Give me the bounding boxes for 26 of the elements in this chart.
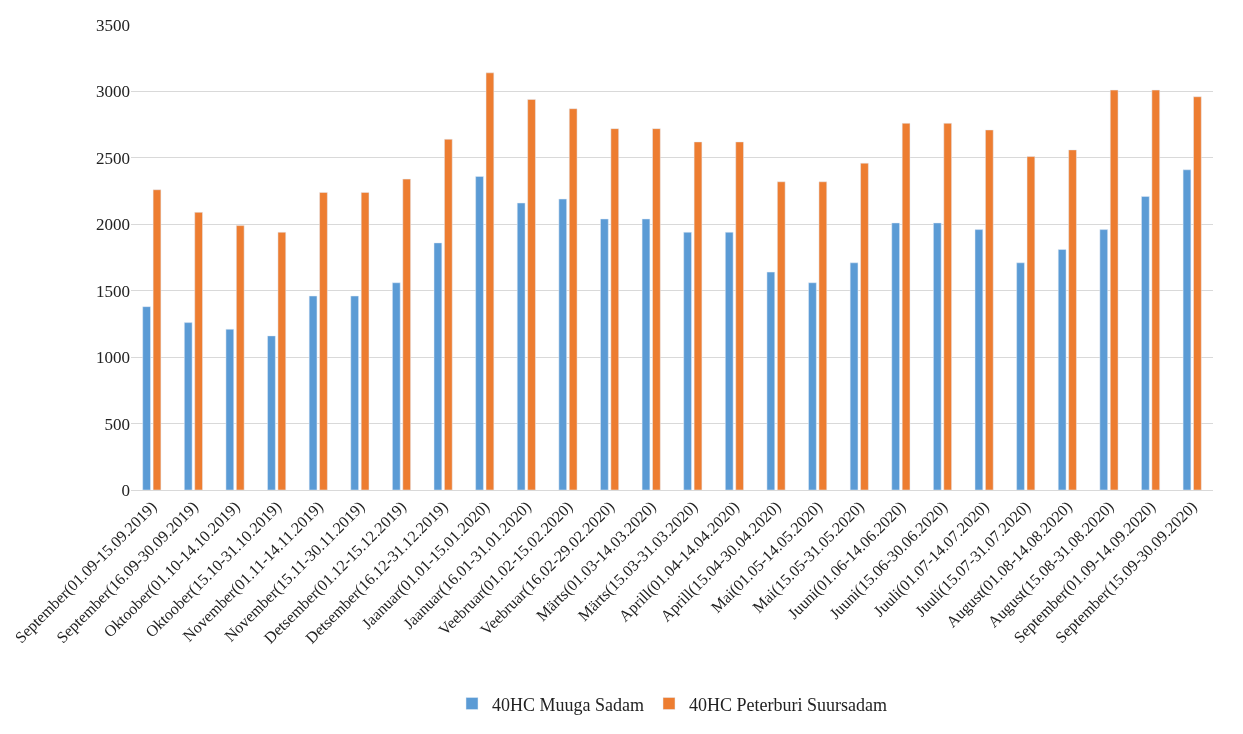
y-tick-label: 1500 (96, 281, 130, 301)
y-tick-label: 3000 (96, 82, 130, 102)
bar (558, 198, 567, 490)
legend-label: 40HC Muuga Sadam (492, 694, 644, 715)
bar (225, 328, 234, 490)
y-tick-label: 0 (121, 480, 130, 500)
bar (1099, 229, 1108, 490)
bar (236, 225, 245, 490)
y-tick-label: 3500 (96, 15, 130, 35)
bar (901, 123, 911, 490)
bar (1110, 89, 1119, 490)
bar (766, 271, 775, 490)
bar (569, 108, 578, 490)
legend-label: 40HC Peterburi Suursadam (689, 694, 887, 715)
bar (985, 129, 994, 490)
bar (777, 181, 786, 490)
bar (350, 295, 359, 490)
y-tick-label: 2000 (96, 215, 130, 235)
y-tick-label: 500 (104, 414, 130, 434)
y-tick-label: 1000 (96, 348, 130, 368)
bar (360, 192, 370, 490)
y-tick-label: 2500 (96, 148, 130, 168)
bar (974, 229, 984, 490)
bar (891, 222, 900, 490)
bar (433, 242, 443, 490)
bar (444, 139, 453, 490)
